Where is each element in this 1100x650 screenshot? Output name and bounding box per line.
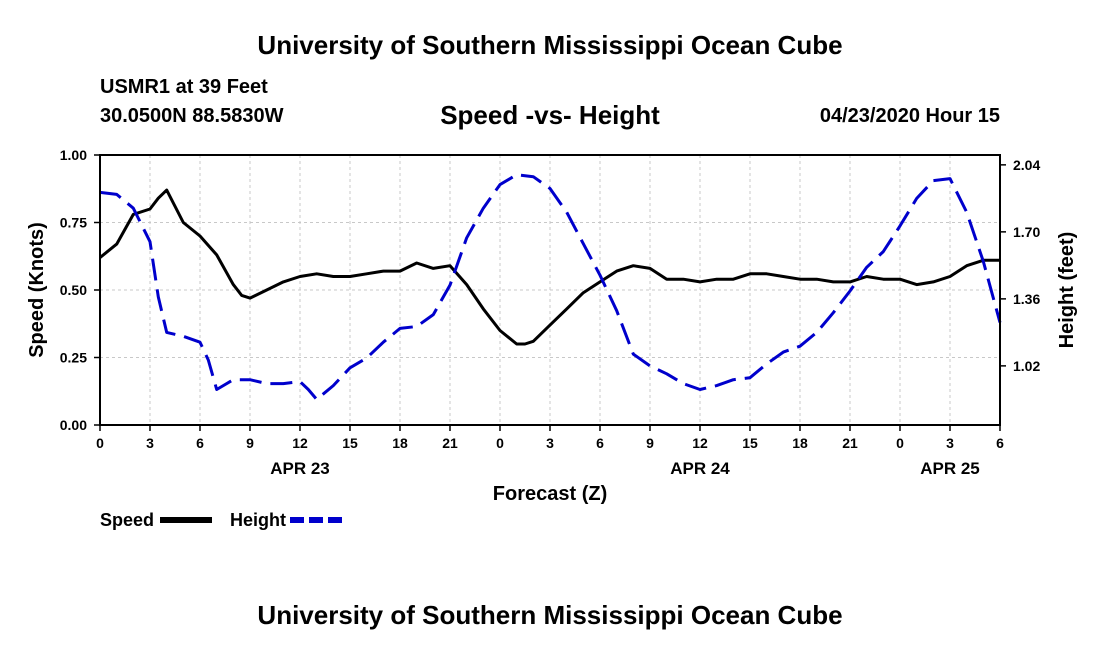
legend-label-speed: Speed — [100, 510, 154, 530]
x-tick-label: 6 — [596, 435, 604, 451]
forecast-datetime: 04/23/2020 Hour 15 — [819, 105, 1000, 127]
x-tick-label: 15 — [742, 435, 758, 451]
x-tick-label: 3 — [546, 435, 554, 451]
series-line-height — [99, 173, 1002, 401]
coordinates-label: 30.0500N 88.5830W — [100, 105, 284, 127]
x-tick-label: 3 — [946, 435, 954, 451]
y-tick-label-left: 0.75 — [60, 215, 87, 231]
x-tick-label: 9 — [246, 435, 254, 451]
series-group — [99, 173, 1002, 401]
x-tick-label: 6 — [996, 435, 1004, 451]
x-tick-label: 18 — [392, 435, 408, 451]
legend: Speed Height — [100, 510, 342, 530]
y-axis-label-left: Speed (Knots) — [26, 222, 48, 358]
y-tick-label-left: 0.00 — [60, 417, 87, 433]
tick-labels: 0 3 6 9 12 15 18 21 0 3 6 9 12 15 18 21 0 3 6 APR 23 APR 24 A… — [60, 147, 1041, 478]
x-tick-label: 12 — [692, 435, 708, 451]
y-tick-label-left: 0.50 — [60, 282, 87, 298]
y-tick-label-right: 2.04 — [1013, 157, 1040, 173]
y-tick-label-left: 0.25 — [60, 350, 87, 366]
y-axis-label-right: Height (feet) — [1056, 232, 1078, 349]
date-label: APR 24 — [670, 459, 730, 478]
x-tick-label: 12 — [292, 435, 308, 451]
station-label: USMR1 at 39 Feet — [100, 76, 268, 98]
x-tick-label: 21 — [442, 435, 458, 451]
chart-title-top: University of Southern Mississippi Ocean… — [257, 30, 843, 60]
x-tick-label: 3 — [146, 435, 154, 451]
date-label: APR 25 — [920, 459, 980, 478]
chart-subtitle: Speed -vs- Height — [440, 100, 660, 130]
tick-marks — [94, 154, 1006, 431]
x-tick-label: 15 — [342, 435, 358, 451]
x-tick-label: 18 — [792, 435, 808, 451]
x-tick-label: 21 — [842, 435, 858, 451]
x-axis-label: Forecast (Z) — [493, 483, 607, 505]
grid-lines — [100, 155, 1000, 425]
x-tick-label: 0 — [96, 435, 104, 451]
x-tick-label: 9 — [646, 435, 654, 451]
y-tick-label-left: 1.00 — [60, 147, 87, 163]
x-tick-label: 6 — [196, 435, 204, 451]
x-tick-label: 0 — [496, 435, 504, 451]
y-tick-label-right: 1.02 — [1013, 358, 1040, 374]
series-line-speed — [99, 188, 1000, 346]
x-tick-label: 0 — [896, 435, 904, 451]
date-label: APR 23 — [270, 459, 330, 478]
chart-title-bottom: University of Southern Mississippi Ocean… — [257, 600, 843, 630]
legend-label-height: Height — [230, 510, 286, 530]
y-tick-label-right: 1.70 — [1013, 224, 1040, 240]
y-tick-label-right: 1.36 — [1013, 291, 1040, 307]
